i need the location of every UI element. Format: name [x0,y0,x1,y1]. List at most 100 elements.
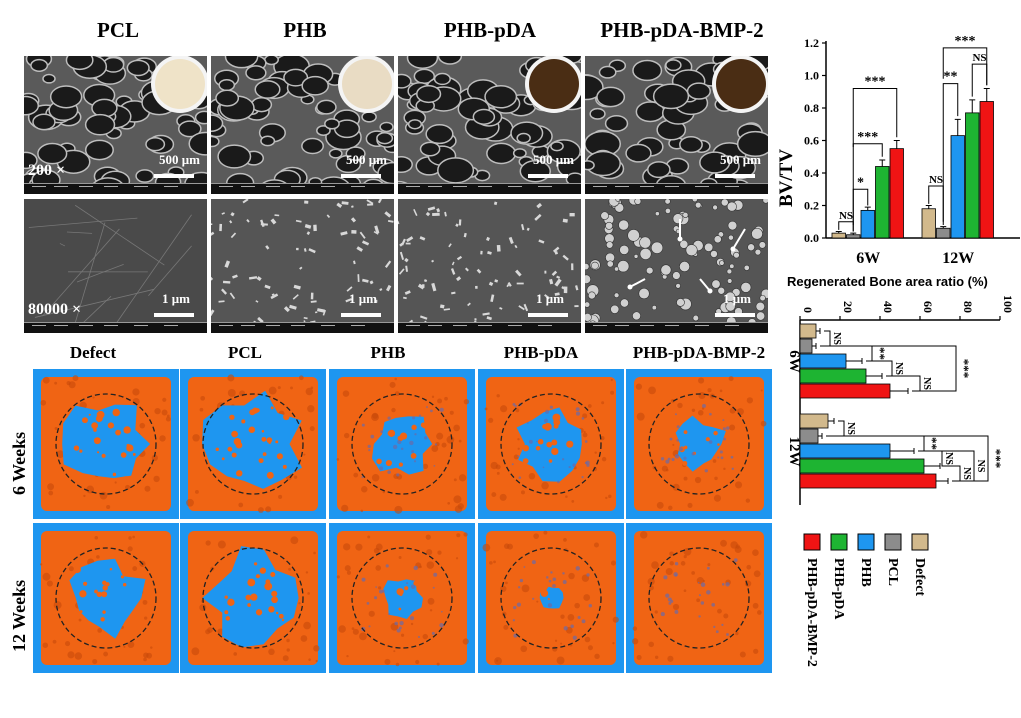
micro-ct-phb-pda-12w [478,523,624,673]
sem-texture [585,199,768,333]
significance-label: NS [943,452,954,465]
bvtv-ylabel: BV/TV [776,149,797,207]
area-ratio-bar-defect-6w [799,323,817,339]
area-ratio-bar-phb-12w [799,443,891,459]
scale-bar-label: 500 μm [346,152,387,167]
sem-image-phb-pda-80000x: 1 μm [398,199,581,333]
area-ratio-axes: 0 20 40 60 80 100 6W 12W [786,295,1015,505]
scale-bar-label: 500 μm [533,152,574,167]
bvtv-ytick: 0.6 [804,134,819,148]
scale-bar [154,313,194,317]
bvtv-bar-phb-pda-6w [875,166,890,239]
scale-bar-label: 1 μm [162,291,190,306]
significance-label: ** [944,70,958,85]
area-ratio-bar-phb-pda-12w [799,458,925,474]
legend-swatch [911,533,929,551]
bvtv-axes: 0.0 0.2 0.4 0.6 0.8 1.0 1.2 6W 12W [804,36,1020,267]
bvtv-ytick: 0.2 [804,199,819,213]
area-ratio-bar-phb-6w [799,353,847,369]
significance-label: NS [921,377,932,390]
legend: PHB-pDA-BMP-2 PHB-pDA PHB PCL Defect [803,533,929,667]
significance-label: NS [972,52,986,64]
area-ratio-group-label: 12W [786,437,802,467]
area-ratio-title: Regenerated Bone area ratio (%) [787,274,988,289]
area-ratio-xtick: 20 [841,301,855,313]
bvtv-ytick: 0.8 [804,101,819,115]
area-ratio-xtick: 100 [1001,295,1015,313]
area-ratio-bars [799,323,949,489]
bvtv-bar-defect-6w [831,232,846,239]
bvtv-bar-pcl-6w [846,234,861,239]
sem-image-phb-pda-bmp2-200x: 500 μm [585,56,768,194]
sem-info-bar [24,322,207,333]
scale-bar-label: 1 μm [723,291,751,306]
sem-info-bar [24,183,207,194]
sem-info-bar [211,322,394,333]
area-ratio-bar-pcl-12w [799,428,819,444]
scale-bar-label: 500 μm [159,152,200,167]
sem-image-phb-80000x: 1 μm [211,199,394,333]
legend-label: Defect [912,558,927,596]
scale-bar-label: 1 μm [349,291,377,306]
micro-ct-pcl-12w [180,523,326,673]
legend-swatch [803,533,821,551]
sample-disk-photo [529,59,579,109]
legend-swatch [884,533,902,551]
micro-ct-phb-pda-bmp2-6w [626,369,772,519]
ct-header-phb-pda-bmp2: PHB-pDA-BMP-2 [632,343,766,362]
bvtv-significance: NS*******NS*****NS [838,34,988,232]
sem-header-phb: PHB [283,18,327,42]
magnification-200x: 200 × [28,162,66,179]
sem-info-bar [585,322,768,333]
bvtv-bar-phb-pda-bmp-2-6w [889,148,904,239]
scale-bar [528,174,568,178]
micro-ct-phb-6w [329,369,475,519]
micro-ct-defect-6w [33,369,179,519]
sem-image-phb-pda-bmp2-80000x: 1 μm [585,199,768,333]
sem-texture [24,199,207,333]
sample-disk-photo [155,59,205,109]
significance-label: NS [961,467,972,480]
scale-bar [715,313,755,317]
bvtv-group-label: 12W [942,250,974,267]
bvtv-bar-phb-6w [860,209,875,239]
area-ratio-xtick: 0 [801,307,815,313]
sem-info-bar [398,183,581,194]
area-ratio-xtick: 40 [881,301,895,313]
sem-header-pcl: PCL [97,18,139,42]
scale-bar-label: 1 μm [536,291,564,306]
significance-label: NS [975,460,986,473]
significance-label: NS [839,210,853,222]
area-ratio-bar-defect-12w [799,413,829,429]
bvtv-ytick: 0.0 [804,231,819,245]
ct-header-phb-pda: PHB-pDA [503,343,579,362]
ct-header-pcl: PCL [228,343,262,362]
significance-label: NS [845,422,856,435]
bvtv-bar-phb-pda-12w [965,112,980,239]
significance-label: *** [857,130,878,145]
micro-ct-phb-12w [329,523,475,673]
scale-bar [341,313,381,317]
sem-texture [211,199,394,333]
micro-ct-phb-pda-6w [478,369,624,519]
area-ratio-xtick: 80 [961,301,975,313]
bvtv-bar-phb-12w [950,135,965,239]
sem-info-bar [211,183,394,194]
ct-header-defect: Defect [69,343,117,362]
significance-label: NS [893,362,904,375]
scale-bar [528,313,568,317]
area-ratio-bar-pcl-6w [799,338,813,354]
sem-info-bar [398,322,581,333]
scale-bar [154,174,194,178]
bvtv-bar-pcl-12w [936,227,951,239]
micro-ct-defect-12w [33,523,179,673]
ct-header-phb: PHB [370,343,406,362]
significance-label: NS [831,332,842,345]
legend-label: PHB-pDA-BMP-2 [804,558,819,667]
legend-swatch [830,533,848,551]
area-ratio-bar-phb-pda-6w [799,368,867,384]
area-ratio-bar-phb-pda-bmp-2-6w [799,383,891,399]
scale-bar-label: 500 μm [720,152,761,167]
